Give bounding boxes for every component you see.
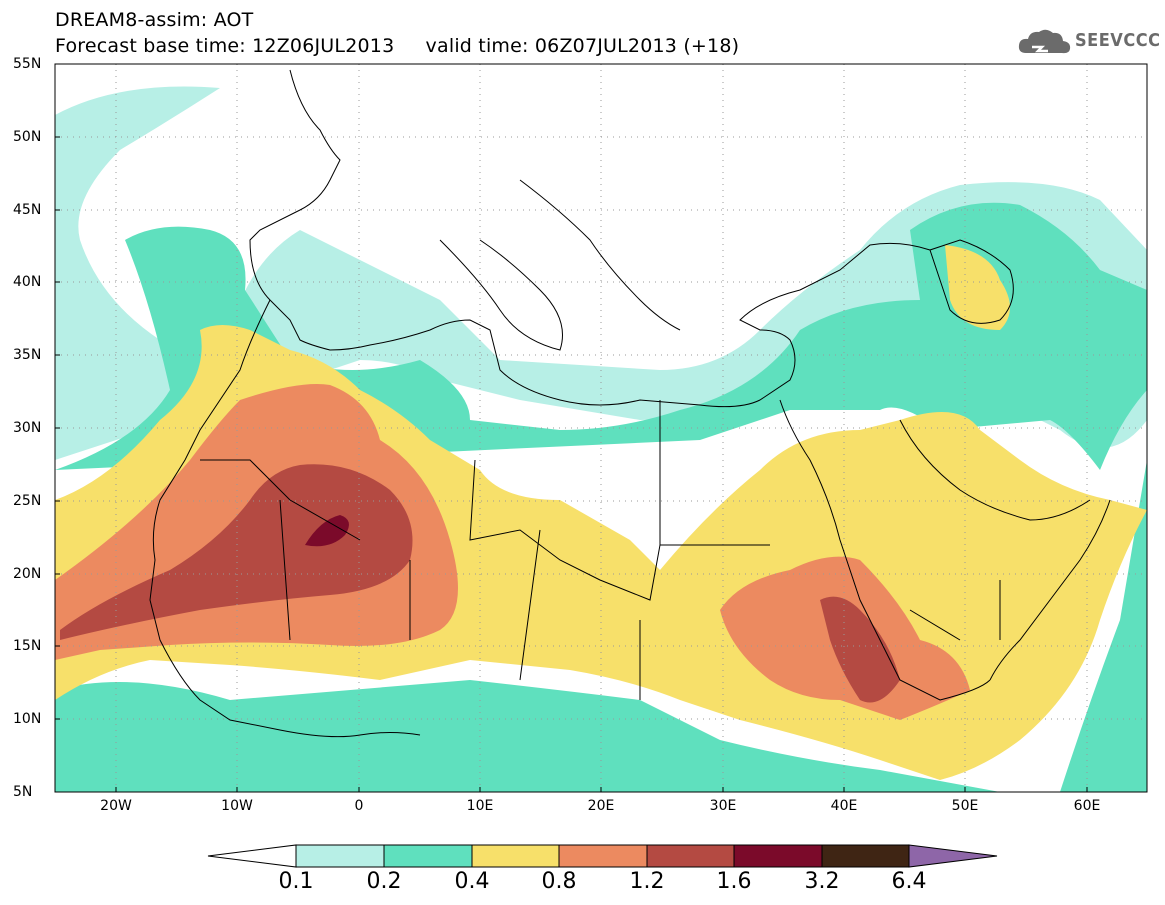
- colorbar-segment-6: [733, 844, 823, 868]
- lat-lon-grid: [55, 64, 1147, 792]
- lat-label: 15N: [13, 638, 42, 654]
- lat-label: 25N: [13, 493, 42, 509]
- colorbar-segment-0: [207, 844, 297, 868]
- lon-label: 10W: [221, 798, 253, 814]
- lon-label: 40E: [830, 798, 858, 814]
- lat-label: 45N: [13, 202, 42, 218]
- colorbar-label: 1.6: [716, 869, 752, 894]
- colorbar-label: 0.8: [541, 869, 577, 894]
- colorbar-segment-3: [471, 844, 560, 868]
- map-ticks: [55, 136, 1088, 792]
- contour-1.6: [305, 515, 349, 547]
- cloud-logo-icon: [1018, 29, 1071, 54]
- lat-label: 30N: [13, 420, 42, 436]
- lat-label: 55N: [13, 56, 42, 72]
- coastlines: [149, 69, 1111, 738]
- lon-label: 20E: [587, 798, 615, 814]
- lon-label: 10E: [466, 798, 494, 814]
- colorbar-segment-4: [558, 844, 648, 868]
- contour-0.8: [55, 384, 970, 720]
- lon-label: 50E: [951, 798, 979, 814]
- colorbar-label: 1.2: [629, 869, 665, 894]
- lat-label: 50N: [13, 129, 42, 145]
- lon-label: 0: [354, 798, 364, 814]
- colorbar-label: 0.1: [278, 869, 314, 894]
- lon-label: 20W: [100, 798, 132, 814]
- colorbar-segment-5: [646, 844, 735, 868]
- lat-label: 40N: [13, 274, 42, 290]
- lat-label: 10N: [13, 711, 42, 727]
- colorbar-label: 0.2: [366, 869, 402, 894]
- forecast-time-subtitle: Forecast base time: 12Z06JUL2013 valid t…: [55, 35, 740, 57]
- colorbar-label: 3.2: [804, 869, 840, 894]
- lat-label: 35N: [13, 347, 42, 363]
- lon-label: 60E: [1073, 798, 1101, 814]
- colorbar-segment-1: [295, 844, 385, 868]
- logo-text: SEEVCCC: [1075, 30, 1161, 51]
- colorbar-segment-7: [821, 844, 910, 868]
- colorbar-segment-2: [383, 844, 473, 868]
- lat-label: 20N: [13, 566, 42, 582]
- contour-1.2: [60, 464, 900, 703]
- chart-title: DREAM8-assim: AOT: [55, 9, 254, 31]
- contour-0.2: [55, 202, 1147, 792]
- colorbar-segment-8: [908, 844, 998, 868]
- colorbar-label: 6.4: [891, 869, 927, 894]
- colorbar-label: 0.4: [454, 869, 490, 894]
- lat-label: 5N: [13, 784, 33, 800]
- aot-contours: [55, 64, 1147, 792]
- lon-label: 30E: [709, 798, 737, 814]
- contour-0.1: [55, 86, 1147, 792]
